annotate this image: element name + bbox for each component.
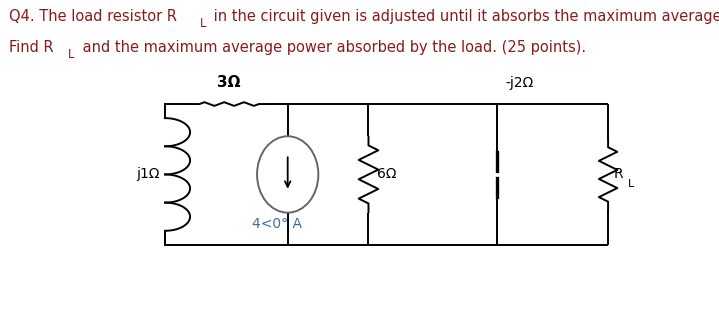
Text: in the circuit given is adjusted until it absorbs the maximum average power.: in the circuit given is adjusted until i… [209, 9, 719, 24]
Text: 4<0° A: 4<0° A [252, 217, 301, 231]
Text: R: R [614, 167, 623, 181]
Text: 6Ω: 6Ω [377, 167, 396, 181]
Text: -j2Ω: -j2Ω [505, 76, 533, 90]
Text: L: L [200, 17, 206, 30]
Text: j1Ω: j1Ω [136, 167, 160, 181]
Text: 3Ω: 3Ω [217, 75, 241, 90]
Text: Q4. The load resistor R: Q4. The load resistor R [9, 9, 178, 24]
Text: and the maximum average power absorbed by the load. (25 points).: and the maximum average power absorbed b… [78, 40, 586, 55]
Text: L: L [628, 179, 634, 189]
Text: Find R: Find R [9, 40, 54, 55]
Text: L: L [68, 48, 75, 61]
